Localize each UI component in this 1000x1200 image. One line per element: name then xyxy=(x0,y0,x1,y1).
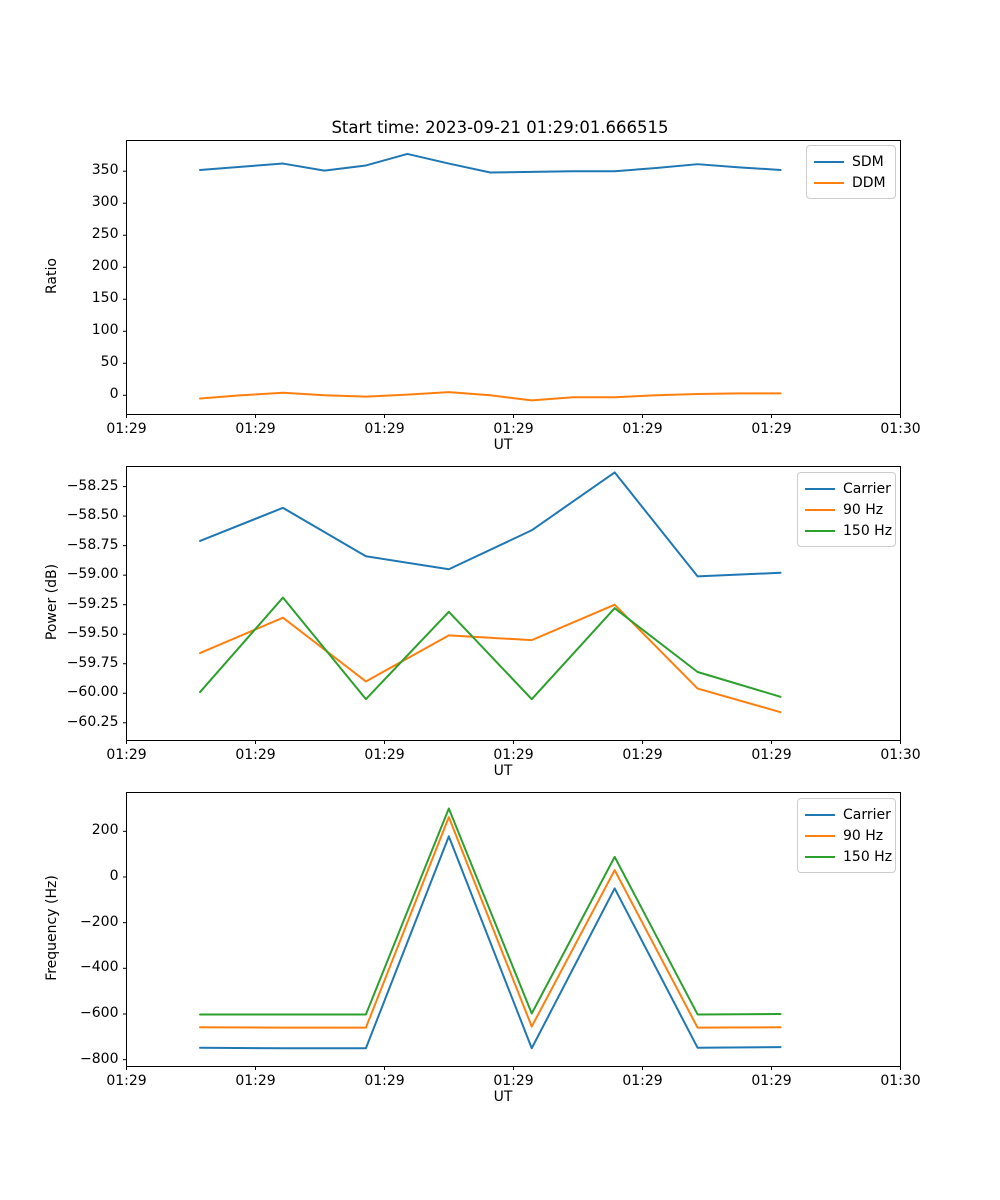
legend-label-carrier-freq: Carrier xyxy=(843,806,891,823)
legend-label-90hz-freq: 90 Hz xyxy=(843,827,884,844)
legend-item-90hz-freq[interactable]: 90 Hz xyxy=(805,825,888,846)
legend-swatch-sdm xyxy=(814,160,844,163)
xtick-label: 01:29 xyxy=(364,746,405,763)
xtick-label: 01:29 xyxy=(622,746,663,763)
legend-swatch-ddm xyxy=(814,181,844,184)
ytick-label: 350 xyxy=(91,162,119,179)
ytick-label: −59.75 xyxy=(66,654,119,671)
panel-power-legend[interactable]: Carrier 90 Hz 150 Hz xyxy=(797,472,896,547)
ytick-label: −58.50 xyxy=(66,507,119,524)
panel-ratio: Start time: 2023-09-21 01:29:01.666515 R… xyxy=(0,0,1000,453)
legend-item-150hz-freq[interactable]: 150 Hz xyxy=(805,846,892,867)
xtick-label: 01:29 xyxy=(622,1072,663,1089)
ytick-label: −58.25 xyxy=(66,477,119,494)
legend-label-ddm: DDM xyxy=(852,174,886,191)
xtick-label: 01:30 xyxy=(880,1072,921,1089)
ytick-label: 200 xyxy=(91,822,119,839)
xtick-label: 01:29 xyxy=(235,1072,276,1089)
legend-swatch-150hz xyxy=(805,855,835,858)
xtick-label: 01:29 xyxy=(493,746,534,763)
ytick-label: −400 xyxy=(80,959,119,976)
legend-swatch-carrier xyxy=(805,813,835,816)
ytick-label: −800 xyxy=(80,1050,119,1067)
legend-label-150hz-power: 150 Hz xyxy=(843,522,893,539)
legend-item-150hz-power[interactable]: 150 Hz xyxy=(805,520,892,541)
xtick-label: 01:29 xyxy=(493,1072,534,1089)
ytick-label: −600 xyxy=(80,1004,119,1021)
ytick-label: −59.25 xyxy=(66,595,119,612)
panel-frequency-xlabel: UT xyxy=(493,1089,513,1105)
xtick-label: 01:29 xyxy=(493,420,534,437)
xtick-label: 01:29 xyxy=(364,1072,405,1089)
panel-power-xlabel: UT xyxy=(493,763,513,779)
xtick-label: 01:29 xyxy=(106,746,147,763)
ytick-label: −59.50 xyxy=(66,625,119,642)
ytick-label: 0 xyxy=(109,867,119,884)
xtick-label: 01:29 xyxy=(751,1072,792,1089)
legend-swatch-carrier xyxy=(805,487,835,490)
legend-item-90hz-power[interactable]: 90 Hz xyxy=(805,499,888,520)
ytick-label: 250 xyxy=(91,226,119,243)
legend-label-90hz-power: 90 Hz xyxy=(843,501,884,518)
xtick-label: 01:29 xyxy=(364,420,405,437)
legend-label-carrier-power: Carrier xyxy=(843,480,891,497)
data-line-150-hz xyxy=(199,596,782,701)
data-line-carrier xyxy=(199,835,782,1050)
ytick-label: −60.25 xyxy=(66,713,119,730)
ytick-label: 100 xyxy=(91,322,119,339)
xtick-label: 01:29 xyxy=(622,420,663,437)
ytick-label: −60.00 xyxy=(66,684,119,701)
ytick-label: −58.75 xyxy=(66,536,119,553)
ytick-label: −200 xyxy=(80,913,119,930)
legend-item-carrier-power[interactable]: Carrier xyxy=(805,478,891,499)
xtick-label: 01:29 xyxy=(235,746,276,763)
xtick-label: 01:30 xyxy=(880,420,921,437)
legend-swatch-150hz xyxy=(805,529,835,532)
legend-label-sdm: SDM xyxy=(852,153,884,170)
xtick-label: 01:29 xyxy=(106,420,147,437)
data-line-carrier xyxy=(199,471,782,578)
legend-swatch-90hz xyxy=(805,834,835,837)
ytick-label: 150 xyxy=(91,290,119,307)
ytick-label: 0 xyxy=(109,386,119,403)
data-line-sdm xyxy=(199,152,782,174)
legend-item-ddm[interactable]: DDM xyxy=(814,172,888,193)
panel-ratio-axes xyxy=(123,140,901,418)
xtick-label: 01:29 xyxy=(106,1072,147,1089)
ytick-label: 200 xyxy=(91,258,119,275)
figure-title: Start time: 2023-09-21 01:29:01.666515 xyxy=(331,118,669,137)
panel-ratio-legend[interactable]: SDM DDM xyxy=(806,145,896,199)
data-line-90-hz xyxy=(199,603,782,714)
xtick-label: 01:29 xyxy=(751,420,792,437)
panel-frequency-legend[interactable]: Carrier 90 Hz 150 Hz xyxy=(797,798,896,873)
legend-label-150hz-freq: 150 Hz xyxy=(843,848,893,865)
legend-item-sdm[interactable]: SDM xyxy=(814,151,888,172)
data-line-150-hz xyxy=(199,807,782,1016)
panel-ratio-xlabel: UT xyxy=(493,437,513,453)
data-line-90-hz xyxy=(199,816,782,1029)
ytick-label: 300 xyxy=(91,194,119,211)
xtick-label: 01:30 xyxy=(880,746,921,763)
ytick-label: 50 xyxy=(100,354,119,371)
legend-item-carrier-freq[interactable]: Carrier xyxy=(805,804,891,825)
legend-swatch-90hz xyxy=(805,508,835,511)
xtick-label: 01:29 xyxy=(235,420,276,437)
ytick-label: −59.00 xyxy=(66,566,119,583)
xtick-label: 01:29 xyxy=(751,746,792,763)
data-line-ddm xyxy=(199,391,782,402)
